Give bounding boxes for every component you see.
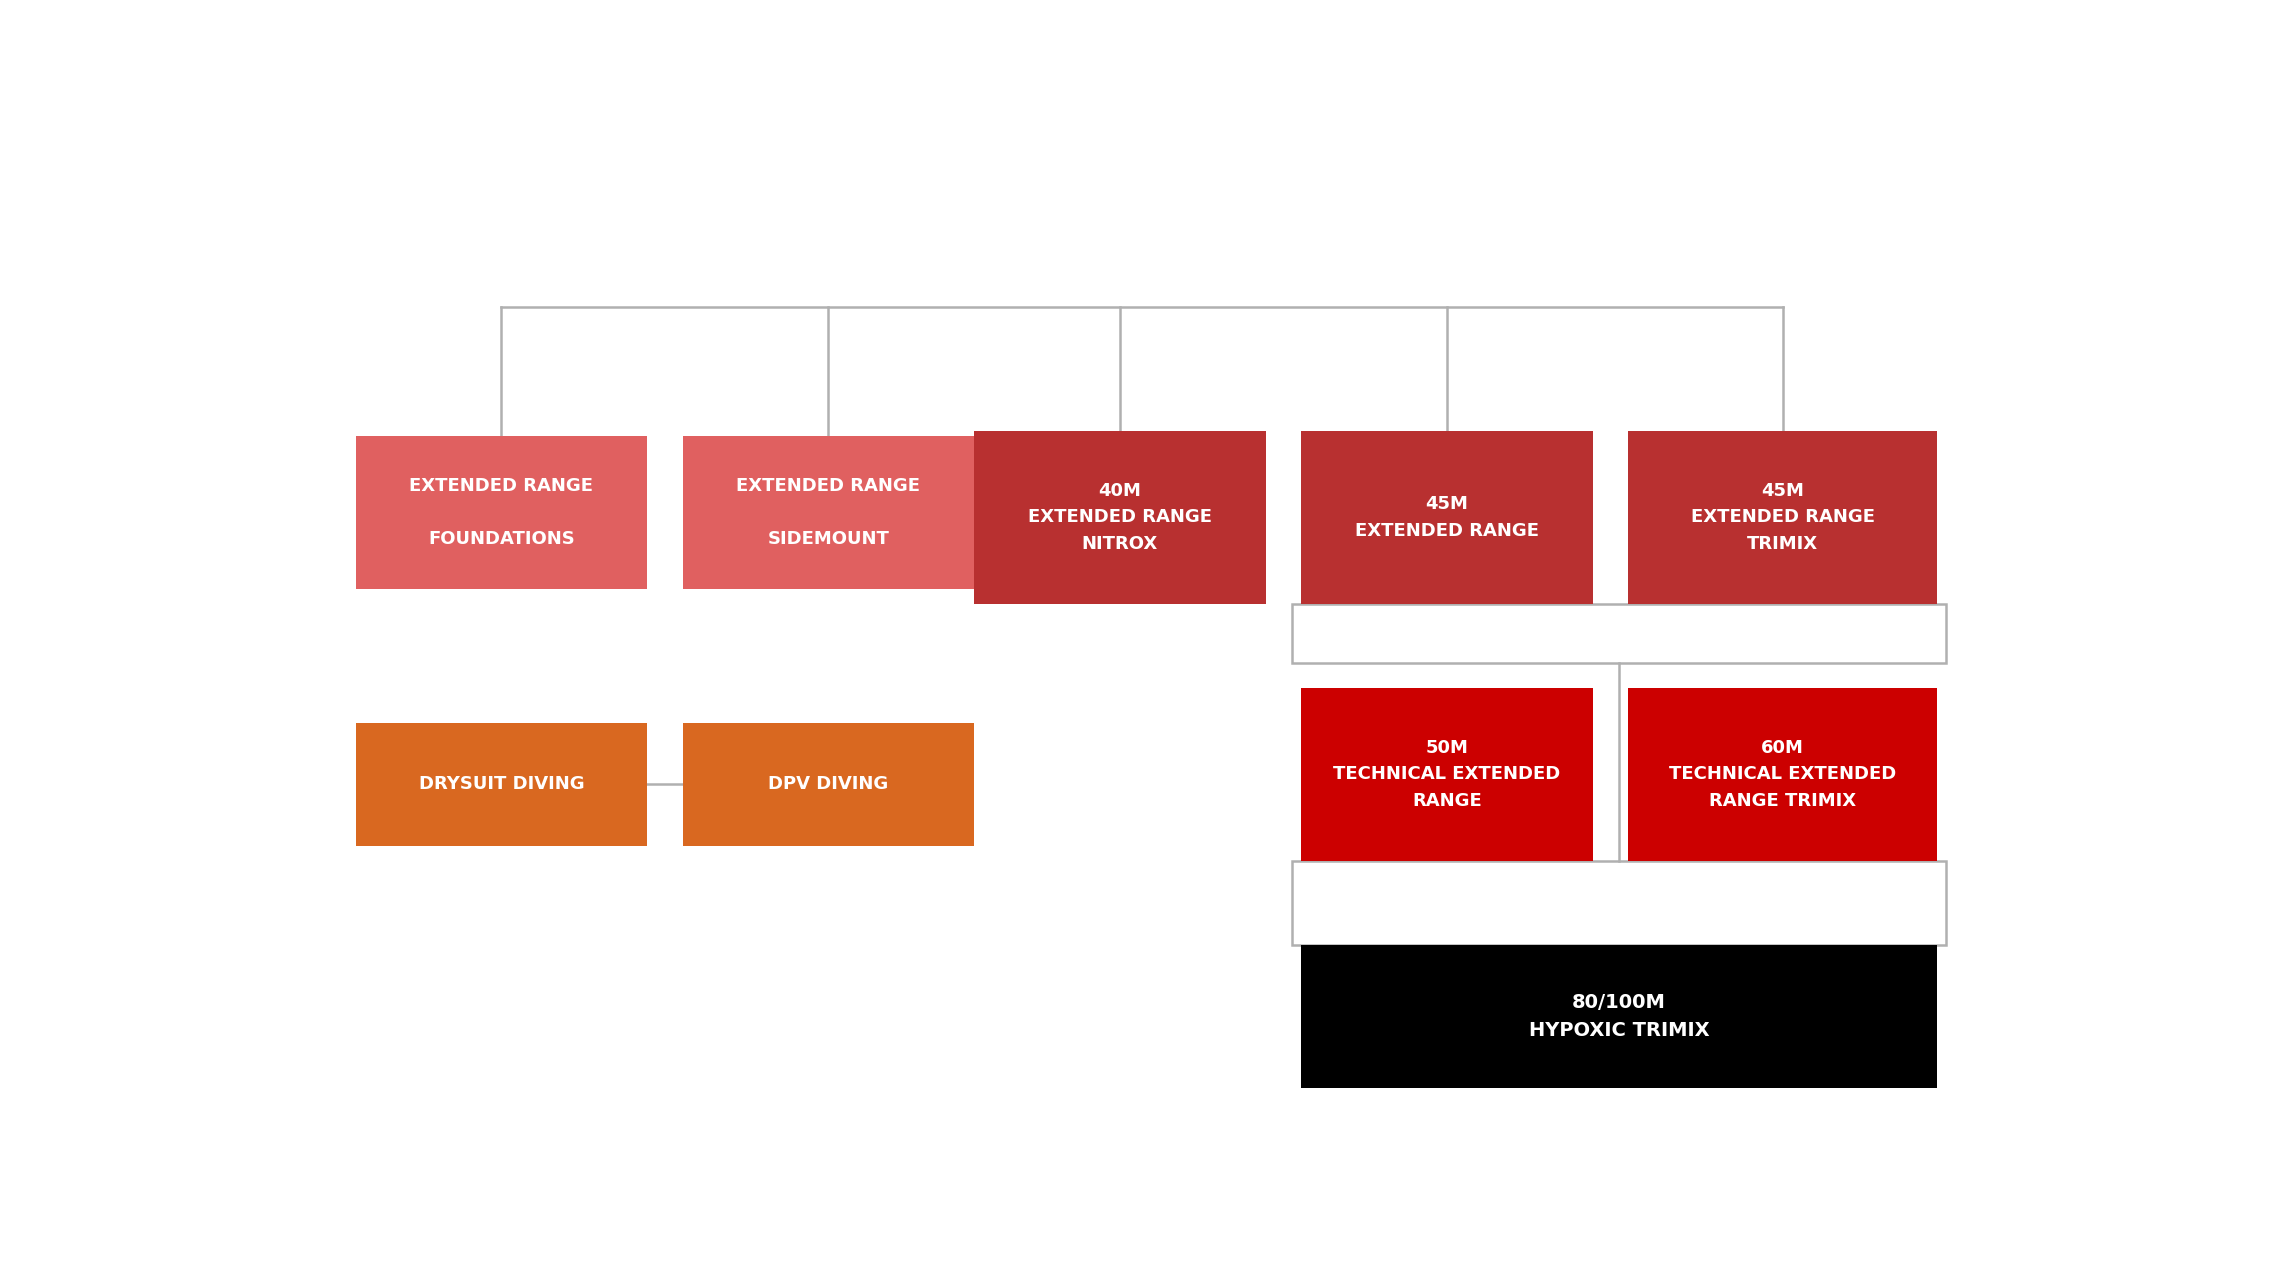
FancyBboxPatch shape: [1628, 431, 1938, 603]
FancyBboxPatch shape: [356, 723, 648, 846]
FancyBboxPatch shape: [682, 723, 974, 846]
FancyBboxPatch shape: [974, 431, 1265, 603]
FancyBboxPatch shape: [1302, 431, 1591, 603]
Text: 45M
EXTENDED RANGE
TRIMIX: 45M EXTENDED RANGE TRIMIX: [1689, 482, 1874, 553]
Text: EXTENDED RANGE

SIDEMOUNT: EXTENDED RANGE SIDEMOUNT: [736, 478, 921, 548]
FancyBboxPatch shape: [682, 435, 974, 589]
FancyBboxPatch shape: [1302, 688, 1591, 862]
Text: 40M
EXTENDED RANGE
NITROX: 40M EXTENDED RANGE NITROX: [1028, 482, 1213, 553]
Text: DPV DIVING: DPV DIVING: [768, 776, 889, 794]
Text: 60M
TECHNICAL EXTENDED
RANGE TRIMIX: 60M TECHNICAL EXTENDED RANGE TRIMIX: [1669, 740, 1897, 810]
FancyBboxPatch shape: [1302, 945, 1938, 1089]
FancyBboxPatch shape: [356, 435, 648, 589]
Text: 50M
TECHNICAL EXTENDED
RANGE: 50M TECHNICAL EXTENDED RANGE: [1334, 740, 1560, 810]
Text: EXTENDED RANGE

FOUNDATIONS: EXTENDED RANGE FOUNDATIONS: [410, 478, 593, 548]
Text: 45M
EXTENDED RANGE: 45M EXTENDED RANGE: [1354, 496, 1539, 539]
Text: DRYSUIT DIVING: DRYSUIT DIVING: [420, 776, 584, 794]
Text: 80/100M
HYPOXIC TRIMIX: 80/100M HYPOXIC TRIMIX: [1530, 994, 1710, 1040]
FancyBboxPatch shape: [1628, 688, 1938, 862]
